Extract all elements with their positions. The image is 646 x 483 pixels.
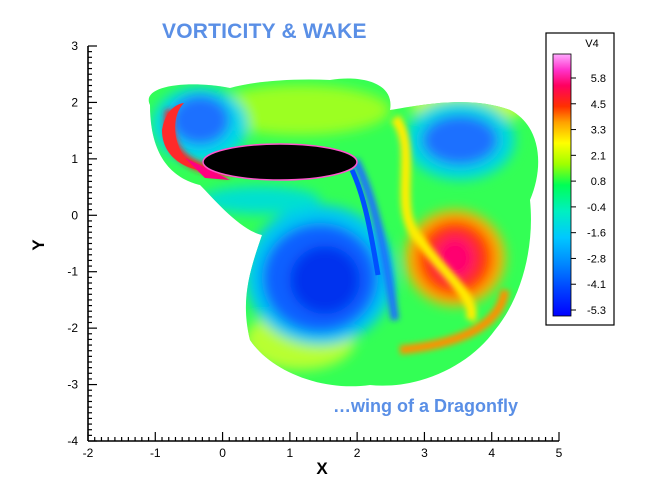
- wing-ellipse: [202, 143, 358, 181]
- x-tick-label: 5: [556, 446, 563, 460]
- colorbar-gradient: [552, 53, 572, 317]
- y-tick-label: 1: [71, 152, 78, 166]
- colorbar-tick-label: -1.6: [587, 228, 606, 240]
- x-tick-label: -1: [150, 446, 161, 460]
- colorbar-tick-label: 5.8: [591, 73, 606, 85]
- colorbar-tick-label: -5.3: [587, 305, 606, 317]
- axis-ticks: [87, 45, 560, 442]
- colorbar-tick-label: -4.1: [587, 279, 606, 291]
- y-tick-label: 3: [71, 39, 78, 53]
- colorbar-legend: V4 5.8 4.5 3.3 2.1 0.8 -0.4 -1.6 -2.8 -4.1 -5.3: [545, 32, 615, 326]
- vorticity-field: [148, 78, 539, 387]
- y-tick-label: -1: [67, 265, 78, 279]
- colorbar-tick-label: 3.3: [591, 125, 606, 137]
- x-tick-label: 3: [421, 446, 428, 460]
- x-tick-label: 4: [488, 446, 495, 460]
- colorbar-tick-label: 0.8: [591, 176, 606, 188]
- colorbar-tick-label: -2.8: [587, 253, 606, 265]
- x-tick-label: 2: [354, 446, 361, 460]
- colorbar-tick-label: 2.1: [591, 150, 606, 162]
- x-tick-labels: -2 -1 0 1 2 3 4 5: [83, 446, 563, 460]
- x-tick-label: 0: [219, 446, 226, 460]
- colorbar-tick-label: 4.5: [591, 99, 606, 111]
- chart-annotation: …wing of a Dragonfly: [333, 396, 519, 416]
- y-tick-label: -3: [67, 378, 78, 392]
- colorbar-ticks: 5.8 4.5 3.3 2.1 0.8 -0.4 -1.6 -2.8 -4.1 -5.3: [571, 73, 606, 317]
- y-tick-label: -4: [67, 434, 78, 448]
- y-tick-label: 2: [71, 95, 78, 109]
- x-axis-label: X: [316, 459, 328, 478]
- y-axis-label: Y: [29, 239, 48, 251]
- y-tick-labels: 3 2 1 0 -1 -2 -3 -4: [67, 39, 78, 448]
- colorbar-title: V4: [585, 38, 598, 50]
- x-tick-label: -2: [83, 446, 94, 460]
- chart-title: VORTICITY & WAKE: [162, 20, 367, 43]
- colorbar-tick-label: -0.4: [587, 202, 606, 214]
- y-tick-label: -2: [67, 321, 78, 335]
- x-tick-label: 1: [287, 446, 294, 460]
- y-tick-label: 0: [71, 208, 78, 222]
